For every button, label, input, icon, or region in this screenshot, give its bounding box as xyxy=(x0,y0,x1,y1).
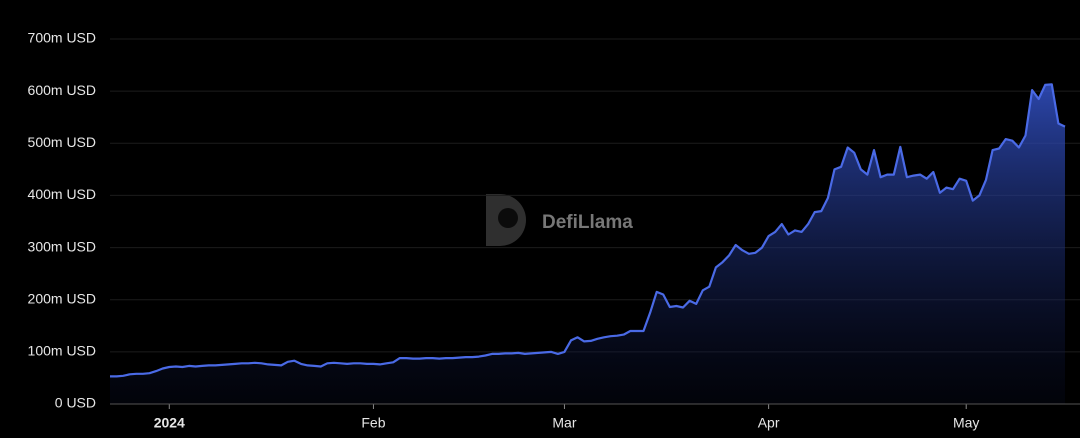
y-tick-label: 700m USD xyxy=(28,30,96,46)
y-tick-label: 100m USD xyxy=(28,343,96,359)
y-tick-label: 0 USD xyxy=(55,395,96,411)
y-tick-label: 500m USD xyxy=(28,134,96,150)
x-tick-label: Mar xyxy=(552,415,576,431)
x-tick-label: 2024 xyxy=(154,415,185,431)
area xyxy=(110,84,1065,405)
line xyxy=(110,83,1066,378)
x-tick-label: Apr xyxy=(758,415,780,431)
y-tick-label: 200m USD xyxy=(28,290,96,306)
x-tick-label: May xyxy=(953,415,979,431)
y-tick-label: 400m USD xyxy=(28,186,96,202)
y-tick-label: 300m USD xyxy=(28,238,96,254)
watermark-logo xyxy=(486,194,526,246)
x-tick-label: Feb xyxy=(361,415,385,431)
y-tick-label: 600m USD xyxy=(28,82,96,98)
watermark-text: DefiLlama xyxy=(542,212,633,233)
